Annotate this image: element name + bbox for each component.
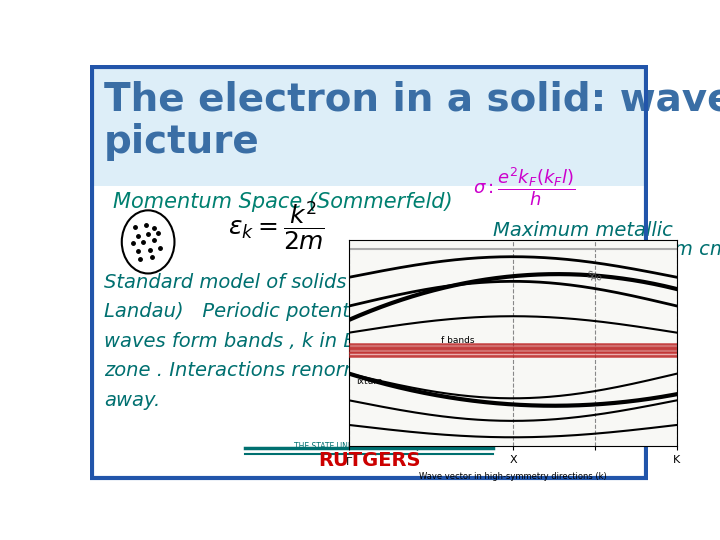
Text: picture: picture (104, 123, 260, 160)
Text: f bands: f bands (441, 336, 474, 345)
Text: The electron in a solid: wave: The electron in a solid: wave (104, 80, 720, 118)
Ellipse shape (122, 210, 174, 273)
Text: Spo: Spo (585, 271, 603, 284)
X-axis label: Wave vector in high-symmetry directions (k): Wave vector in high-symmetry directions … (419, 472, 607, 481)
Text: $\varepsilon_k = \dfrac{k^2}{2m}$: $\varepsilon_k = \dfrac{k^2}{2m}$ (228, 200, 325, 253)
Text: resistivity 200 μohm cm: resistivity 200 μohm cm (493, 240, 720, 259)
Text: THE STATE UNIVERSITY OF NEW JERSEY: THE STATE UNIVERSITY OF NEW JERSEY (294, 442, 444, 451)
Text: Momentum Space (Sommerfeld): Momentum Space (Sommerfeld) (113, 192, 453, 212)
Text: Maximum metallic: Maximum metallic (493, 221, 673, 240)
Text: Standard model of solids (Bloch,
Landau)   Periodic potential,
waves form bands : Standard model of solids (Bloch, Landau)… (104, 273, 423, 410)
Bar (92, 67, 646, 186)
Text: $\sigma: \dfrac{e^2 k_F(k_F l)}{h}$: $\sigma: \dfrac{e^2 k_F(k_F l)}{h}$ (473, 165, 575, 208)
Text: ixture: ixture (356, 377, 382, 386)
Text: RUTGERS: RUTGERS (318, 451, 420, 470)
